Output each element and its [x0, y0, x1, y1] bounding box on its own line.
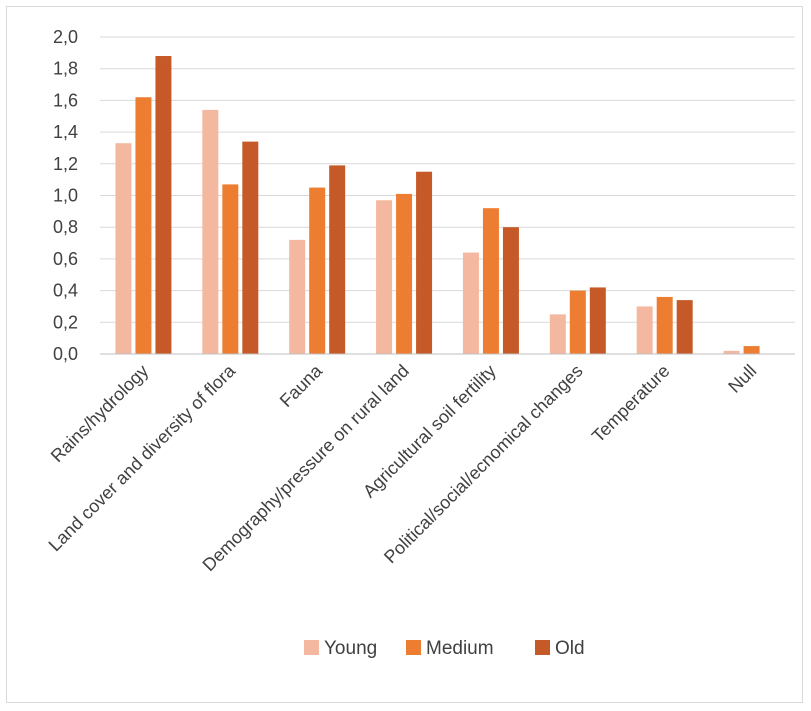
bar-young	[462, 252, 479, 354]
bar-old	[416, 171, 433, 354]
bar-young	[376, 200, 393, 354]
bar-young	[115, 143, 132, 354]
bar-medium	[222, 184, 239, 354]
legend: Young Medium Old	[304, 638, 585, 659]
y-tick-label: 2,0	[53, 27, 78, 47]
legend-swatch-old	[535, 640, 550, 655]
bar-old	[676, 300, 693, 354]
legend-label-medium: Medium	[426, 638, 494, 659]
y-tick-label: 1,8	[53, 59, 78, 79]
bar-young	[636, 306, 653, 354]
bar-young	[723, 350, 740, 354]
bar-medium	[135, 97, 152, 354]
y-tick-label: 0,8	[53, 217, 78, 237]
bar-medium	[743, 346, 760, 354]
y-axis-tick-labels: 0,0 0,2 0,4 0,6 0,8 1,0 1,2 1,4 1,6 1,8 2,0	[53, 27, 78, 364]
y-tick-label: 1,6	[53, 90, 78, 110]
y-tick-label: 0,0	[53, 344, 78, 364]
y-tick-label: 1,2	[53, 154, 78, 174]
bars	[115, 56, 760, 355]
y-tick-label: 1,0	[53, 186, 78, 206]
bar-old	[502, 227, 519, 354]
bar-medium	[482, 208, 499, 354]
legend-swatch-young	[304, 640, 319, 655]
legend-swatch-medium	[406, 640, 421, 655]
bar-old	[242, 141, 259, 354]
category-label: Temperature	[588, 361, 674, 447]
bar-old	[329, 165, 346, 354]
bar-young	[202, 109, 219, 354]
y-tick-label: 1,4	[53, 122, 78, 142]
bar-old	[589, 287, 606, 354]
category-label: Political/social/ecnomical changes	[380, 361, 587, 568]
y-tick-label: 0,4	[53, 281, 78, 301]
bar-young	[549, 314, 566, 354]
category-label: Null	[724, 361, 760, 397]
bar-medium	[396, 193, 413, 354]
category-label: Fauna	[276, 360, 327, 411]
bar-medium	[569, 290, 586, 354]
y-tick-label: 0,6	[53, 249, 78, 269]
bar-medium	[309, 187, 326, 354]
category-label: Land cover and diversity of flora	[45, 360, 240, 555]
bar-medium	[656, 296, 673, 354]
bar-young	[289, 239, 306, 354]
legend-label-young: Young	[324, 638, 377, 659]
legend-label-old: Old	[555, 638, 585, 659]
bar-old	[155, 56, 172, 355]
y-tick-label: 0,2	[53, 312, 78, 332]
